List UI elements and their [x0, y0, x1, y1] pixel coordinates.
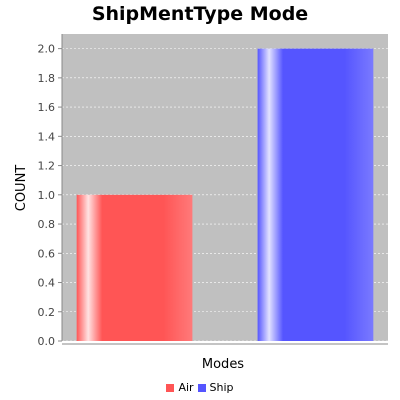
- y-tick-label: 0.6: [38, 247, 56, 260]
- y-tick-label: 0.4: [38, 277, 56, 290]
- y-tick-label: 1.4: [38, 130, 56, 143]
- bar-ship: [257, 48, 374, 341]
- y-tick-label: 0.2: [38, 306, 56, 319]
- y-tick-label: 1.6: [38, 101, 56, 114]
- legend-swatch: [166, 383, 175, 392]
- y-tick-label: 0.8: [38, 218, 56, 231]
- bars: [76, 48, 374, 341]
- legend-label: Air: [178, 381, 194, 394]
- y-tick-label: 1.8: [38, 72, 56, 85]
- y-tick-label: 1.0: [38, 189, 56, 202]
- y-tick-label: 0.0: [38, 335, 56, 348]
- chart-title: ShipMentType Mode: [91, 3, 309, 25]
- legend-swatch: [197, 383, 206, 392]
- y-tick-label: 1.2: [38, 160, 56, 173]
- bar-air: [76, 194, 193, 341]
- legend: Air Ship: [0, 381, 400, 395]
- legend-item-ship: Ship: [197, 381, 234, 394]
- x-axis-title: Modes: [202, 357, 244, 372]
- legend-label: Ship: [209, 381, 234, 394]
- y-tick-label: 2.0: [38, 43, 56, 56]
- y-axis-title: COUNT: [14, 165, 29, 212]
- legend-item-air: Air: [166, 381, 194, 394]
- axes: 0.0 0.2 0.4 0.6 0.8 1.0 1.2 1.4 1.6 1.8 2.0: [38, 34, 388, 348]
